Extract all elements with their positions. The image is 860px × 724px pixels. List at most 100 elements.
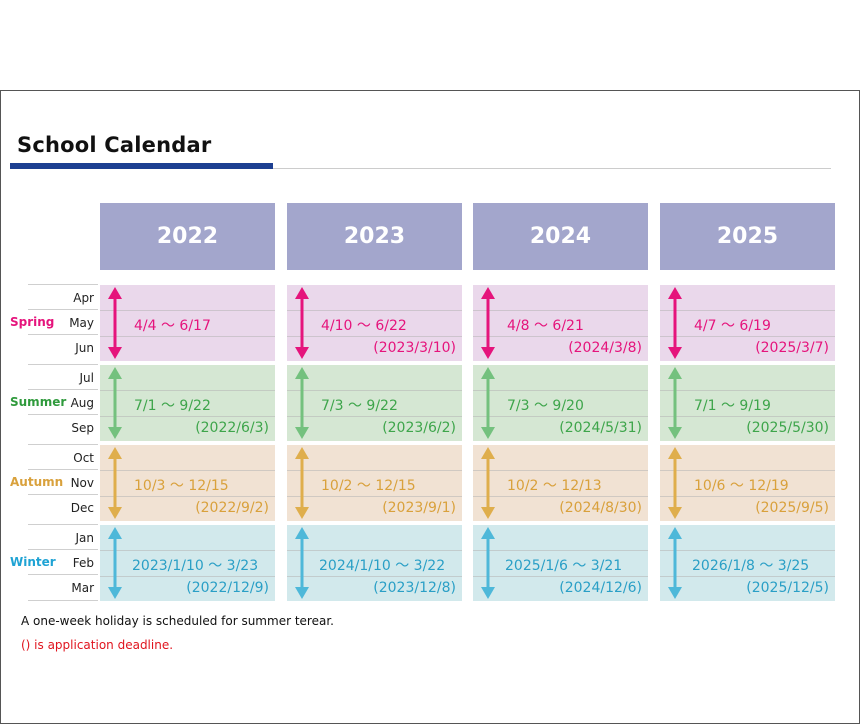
month-divider (28, 574, 98, 575)
application-deadline: (2023/9/1) (382, 500, 456, 516)
term-cell-summer-2025: 7/1 ～ 9/19 (2025/5/30) (660, 365, 835, 441)
application-deadline: (2024/5/31) (559, 420, 642, 436)
term-cell-spring-2024: 4/8 ～ 6/21 (2024/3/8) (473, 285, 648, 361)
double-arrow-icon (668, 527, 682, 599)
month-label-apr: Apr (73, 291, 94, 305)
term-date-range: 2026/1/8 ～ 3/25 (692, 558, 810, 574)
double-arrow-icon (481, 527, 495, 599)
term-cell-winter-2025: 2026/1/8 ～ 3/25 (2025/12/5) (660, 525, 835, 601)
month-label-nov: Nov (70, 476, 94, 490)
month-label-may: May (69, 316, 94, 330)
term-date-range: 2023/1/10 ～ 3/23 (132, 558, 259, 574)
double-arrow-icon (108, 367, 122, 439)
double-arrow-icon (295, 447, 309, 519)
cell-divider (473, 470, 648, 471)
application-deadline: (2022/9/2) (195, 500, 269, 516)
cell-divider (473, 496, 648, 497)
term-date-range: 7/3 ～ 9/20 (507, 398, 584, 414)
application-deadline: (2024/12/6) (559, 580, 642, 596)
double-arrow-icon (481, 287, 495, 359)
cell-divider (660, 336, 835, 337)
term-cell-spring-2025: 4/7 ～ 6/19 (2025/3/7) (660, 285, 835, 361)
term-date-range: 2024/1/10 ～ 3/22 (319, 558, 446, 574)
term-cell-summer-2023: 7/3 ～ 9/22 (2023/6/2) (287, 365, 462, 441)
application-deadline: (2022/6/3) (195, 420, 269, 436)
month-divider (28, 334, 98, 335)
month-label-dec: Dec (70, 501, 94, 515)
term-cell-summer-2022: 7/1 ～ 9/22 (2022/6/3) (100, 365, 275, 441)
cell-divider (100, 310, 275, 311)
cell-divider (660, 310, 835, 311)
month-label-sep: Sep (71, 421, 94, 435)
cell-divider (100, 496, 275, 497)
term-cell-autumn-2024: 10/2 ～ 12/13 (2024/8/30) (473, 445, 648, 521)
term-date-range: 7/1 ～ 9/22 (134, 398, 211, 414)
season-label-autumn: Autumn (10, 475, 64, 489)
month-divider (28, 444, 98, 445)
cell-divider (287, 310, 462, 311)
cell-divider (473, 416, 648, 417)
application-deadline: (2025/9/5) (755, 500, 829, 516)
year-header-2023: 2023 (287, 203, 462, 270)
month-label-aug: Aug (70, 396, 94, 410)
term-date-range: 2025/1/6 ～ 3/21 (505, 558, 623, 574)
cell-divider (287, 390, 462, 391)
term-date-range: 4/4 ～ 6/17 (134, 318, 211, 334)
year-header-2024: 2024 (473, 203, 648, 270)
cell-divider (287, 496, 462, 497)
cell-divider (100, 576, 275, 577)
month-divider (28, 600, 98, 601)
term-date-range: 10/3 ～ 12/15 (134, 478, 229, 494)
term-cell-winter-2022: 2023/1/10 ～ 3/23 (2022/12/9) (100, 525, 275, 601)
term-date-range: 10/2 ～ 12/13 (507, 478, 602, 494)
month-label-feb: Feb (72, 556, 94, 570)
deadline-note: () is application deadline. (21, 638, 174, 652)
season-label-winter: Winter (10, 555, 56, 569)
double-arrow-icon (295, 527, 309, 599)
cell-divider (473, 550, 648, 551)
double-arrow-icon (481, 367, 495, 439)
term-cell-winter-2023: 2024/1/10 ～ 3/22 (2023/12/8) (287, 525, 462, 601)
cell-divider (287, 576, 462, 577)
term-cell-spring-2022: 4/4 ～ 6/17 (100, 285, 275, 361)
season-label-summer: Summer (10, 395, 67, 409)
cell-divider (473, 390, 648, 391)
term-cell-autumn-2025: 10/6 ～ 12/19 (2025/9/5) (660, 445, 835, 521)
double-arrow-icon (668, 287, 682, 359)
term-cell-autumn-2022: 10/3 ～ 12/15 (2022/9/2) (100, 445, 275, 521)
cell-divider (660, 550, 835, 551)
month-divider (28, 284, 98, 285)
application-deadline: (2025/5/30) (746, 420, 829, 436)
application-deadline: (2022/12/9) (186, 580, 269, 596)
term-date-range: 4/10 ～ 6/22 (321, 318, 407, 334)
term-date-range: 4/8 ～ 6/21 (507, 318, 584, 334)
holiday-note: A one-week holiday is scheduled for summ… (21, 614, 334, 628)
term-date-range: 10/6 ～ 12/19 (694, 478, 789, 494)
cell-divider (100, 336, 275, 337)
year-header-2025: 2025 (660, 203, 835, 270)
cell-divider (473, 310, 648, 311)
title-underline-rule (273, 168, 831, 169)
month-label-jun: Jun (75, 341, 94, 355)
month-divider (28, 549, 98, 550)
month-divider (28, 309, 98, 310)
application-deadline: (2023/12/8) (373, 580, 456, 596)
double-arrow-icon (108, 527, 122, 599)
cell-divider (100, 416, 275, 417)
double-arrow-icon (108, 447, 122, 519)
double-arrow-icon (108, 287, 122, 359)
cell-divider (473, 336, 648, 337)
month-label-jan: Jan (75, 531, 95, 545)
double-arrow-icon (668, 447, 682, 519)
cell-divider (100, 550, 275, 551)
cell-divider (100, 470, 275, 471)
cell-divider (660, 496, 835, 497)
double-arrow-icon (295, 367, 309, 439)
cell-divider (660, 576, 835, 577)
year-header-2022: 2022 (100, 203, 275, 270)
application-deadline: (2025/12/5) (746, 580, 829, 596)
application-deadline: (2023/3/10) (373, 340, 456, 356)
month-label-mar: Mar (71, 581, 94, 595)
month-label-jul: Jul (79, 371, 94, 385)
month-divider (28, 469, 98, 470)
